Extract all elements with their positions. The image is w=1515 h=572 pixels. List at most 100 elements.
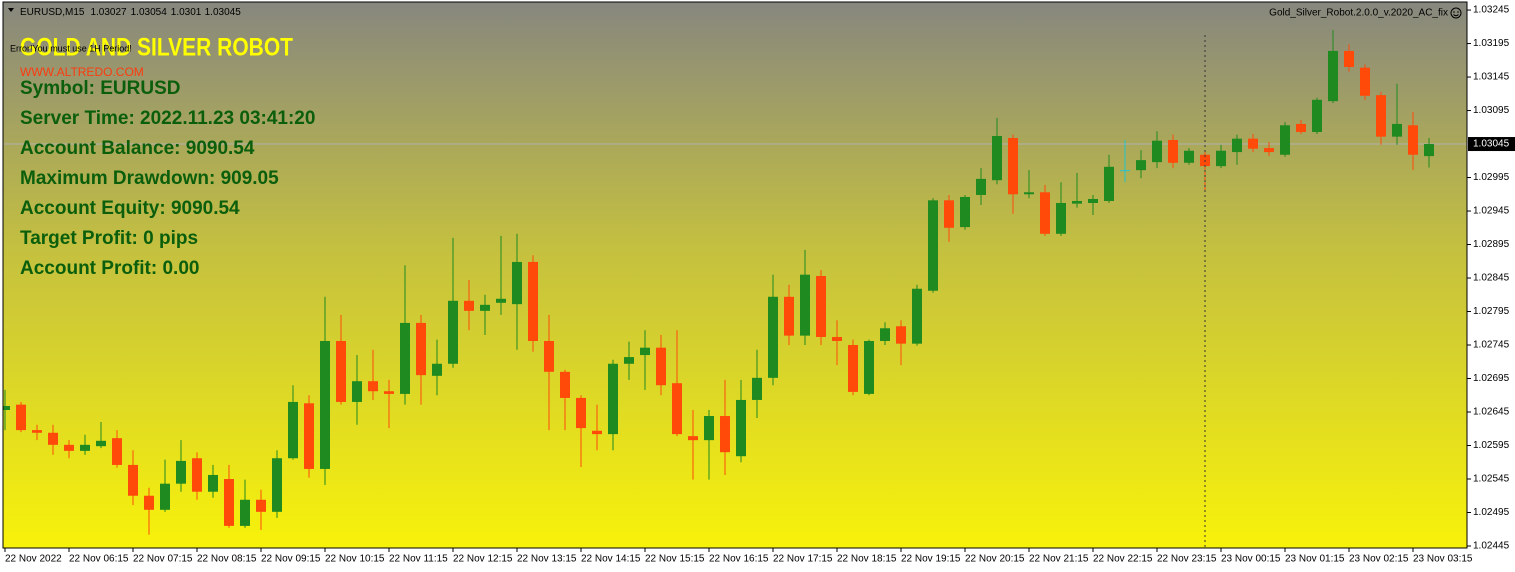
candle-body — [160, 483, 170, 510]
current-price-label: 1.03045 — [1473, 139, 1510, 150]
y-tick-label: 1.02645 — [1473, 407, 1510, 418]
candle-body — [16, 404, 26, 431]
candle-body — [560, 371, 570, 398]
y-tick-label: 1.02545 — [1473, 474, 1510, 485]
candle-body — [1152, 140, 1162, 163]
candle-body — [704, 416, 714, 441]
candle-body — [1072, 200, 1082, 204]
robot-title: GOLD AND SILVER ROBOT — [20, 34, 293, 62]
candle-body — [752, 377, 762, 400]
candle-body — [928, 200, 938, 291]
candle-body — [208, 474, 218, 492]
header-close: 1.03045 — [205, 7, 242, 18]
y-tick-label: 1.03195 — [1473, 38, 1510, 49]
menu-arrow[interactable] — [8, 8, 14, 12]
y-tick-label: 1.03245 — [1473, 5, 1510, 16]
info-line: Account Profit: 0.00 — [20, 258, 199, 279]
candle-body — [112, 438, 122, 465]
candle-body — [832, 336, 842, 341]
candle-body — [1120, 170, 1130, 172]
candle-body — [1280, 125, 1290, 155]
candle-body — [176, 460, 186, 484]
y-tick-label: 1.02795 — [1473, 306, 1510, 317]
symbol-period: EURUSD,M15 — [20, 7, 85, 18]
info-panel: Symbol: EURUSD Server Time: 2022.11.23 03… — [20, 78, 315, 279]
candle-body — [1296, 123, 1306, 132]
candle-body — [864, 340, 874, 394]
candle-body — [304, 403, 314, 469]
candle-body — [992, 135, 1002, 181]
candle-body — [640, 347, 650, 356]
candle-body — [480, 304, 490, 311]
candle-body — [1008, 138, 1018, 195]
info-line: Target Profit: 0 pips — [20, 228, 198, 249]
candle-body — [1328, 50, 1338, 102]
candle-body — [384, 391, 394, 394]
info-line: Account Balance: 9090.54 — [20, 138, 255, 159]
candle-body — [1376, 95, 1386, 137]
candle-body — [512, 261, 522, 305]
error-message: Error!You must use 1H Period! — [10, 43, 132, 53]
candle-body — [288, 401, 298, 459]
plot-background — [3, 2, 1467, 548]
x-tick-label: 22 Nov 2022 — [5, 554, 62, 565]
candle-body — [432, 363, 442, 376]
y-tick-label: 1.02895 — [1473, 239, 1510, 250]
x-tick-label: 22 Nov 16:15 — [709, 554, 769, 565]
candle-body — [960, 196, 970, 228]
website: WWW.ALTREDO.COM — [20, 65, 144, 79]
candle-body — [672, 383, 682, 435]
header-open: 1.03027 — [90, 7, 127, 18]
x-tick-label: 22 Nov 10:15 — [325, 554, 385, 565]
x-tick-label: 22 Nov 20:15 — [965, 554, 1025, 565]
candle-body — [800, 274, 810, 336]
candle-body — [544, 340, 554, 372]
y-tick-label: 1.02995 — [1473, 172, 1510, 183]
candle-body — [944, 200, 954, 228]
y-tick-label: 1.02495 — [1473, 507, 1510, 518]
x-tick-label: 22 Nov 13:15 — [517, 554, 577, 565]
candle-body — [352, 381, 362, 402]
x-tick-label: 22 Nov 17:15 — [773, 554, 833, 565]
x-tick-label: 22 Nov 23:15 — [1157, 554, 1217, 565]
y-tick-label: 1.03095 — [1473, 105, 1510, 116]
candle-body — [256, 499, 266, 512]
header-high: 1.03054 — [131, 7, 168, 18]
x-tick-label: 22 Nov 22:15 — [1093, 554, 1153, 565]
candle-body — [1040, 192, 1050, 234]
candle-body — [848, 345, 858, 392]
x-tick-label: 23 Nov 03:15 — [1413, 554, 1473, 565]
x-tick-label: 22 Nov 06:15 — [69, 554, 129, 565]
candle-body — [272, 458, 282, 512]
candle-body — [1408, 125, 1418, 155]
chart-header: EURUSD,M15 1.03027 1.03054 1.0301 1.03045 — [20, 7, 241, 18]
x-tick-label: 22 Nov 09:15 — [261, 554, 321, 565]
x-tick-label: 23 Nov 02:15 — [1349, 554, 1409, 565]
candle-body — [1216, 150, 1226, 167]
y-tick-label: 1.02845 — [1473, 273, 1510, 284]
x-tick-label: 22 Nov 19:15 — [901, 554, 961, 565]
candle-body — [1136, 160, 1146, 171]
x-tick-label: 22 Nov 08:15 — [197, 554, 257, 565]
y-tick-label: 1.02445 — [1473, 541, 1510, 552]
y-tick-label: 1.02695 — [1473, 373, 1510, 384]
candle-body — [496, 298, 506, 303]
candle-body — [464, 300, 474, 311]
x-tick-label: 22 Nov 21:15 — [1029, 554, 1089, 565]
info-line: Server Time: 2022.11.23 03:41:20 — [20, 108, 315, 129]
x-tick-label: 22 Nov 14:15 — [581, 554, 641, 565]
info-line: Symbol: EURUSD — [20, 78, 180, 99]
candle-body — [784, 296, 794, 336]
y-tick-label: 1.02595 — [1473, 440, 1510, 451]
candle-body — [1392, 123, 1402, 137]
candle-body — [1088, 198, 1098, 203]
candle-body — [976, 178, 986, 195]
candle-body — [1104, 166, 1114, 201]
candle-body — [816, 276, 826, 337]
candle-body — [64, 444, 74, 451]
candle-body — [368, 381, 378, 392]
candle-body — [720, 416, 730, 453]
candle-body — [1056, 202, 1066, 234]
